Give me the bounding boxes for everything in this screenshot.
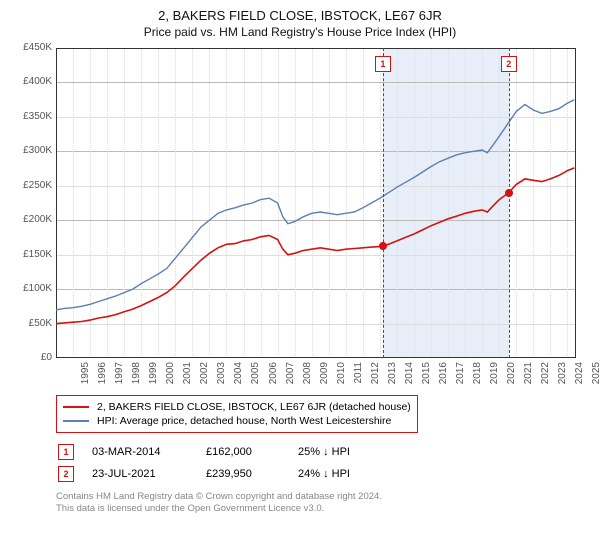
- x-axis-label: 2007: [285, 362, 296, 390]
- transaction-price: £239,950: [206, 468, 280, 480]
- legend-swatch: [63, 420, 89, 422]
- chart-svg: [56, 48, 576, 358]
- transaction-row: 2 23-JUL-2021 £239,950 24% ↓ HPI: [56, 463, 586, 485]
- sale-marker-box: 1: [375, 56, 391, 72]
- x-axis-label: 2009: [319, 362, 330, 390]
- x-axis-label: 1998: [131, 362, 142, 390]
- legend-label: HPI: Average price, detached house, Nort…: [97, 415, 391, 427]
- x-axis-label: 2023: [557, 362, 568, 390]
- x-axis-label: 1995: [80, 362, 91, 390]
- x-axis-label: 2008: [302, 362, 313, 390]
- x-axis-label: 2006: [268, 362, 279, 390]
- x-axis-label: 2018: [472, 362, 483, 390]
- footer-line-2: This data is licensed under the Open Gov…: [56, 503, 324, 514]
- x-axis-label: 2004: [233, 362, 244, 390]
- sale-dot: [505, 189, 513, 197]
- y-axis-label: £50K: [14, 318, 52, 329]
- transaction-diff: 24% ↓ HPI: [298, 468, 368, 480]
- chart-area: £0 £50K £100K £150K £200K £250K £300K £350K £400…: [14, 43, 586, 393]
- x-axis-label: 2010: [336, 362, 347, 390]
- legend-item: 2, BAKERS FIELD CLOSE, IBSTOCK, LE67 6JR…: [63, 400, 411, 414]
- chart-subtitle: Price paid vs. HM Land Registry's House …: [14, 25, 586, 39]
- hpi-line: [56, 100, 574, 310]
- y-axis-label: £450K: [14, 42, 52, 53]
- x-axis-label: 2016: [438, 362, 449, 390]
- y-axis-label: £350K: [14, 111, 52, 122]
- x-axis-label: 2021: [523, 362, 534, 390]
- legend-label: 2, BAKERS FIELD CLOSE, IBSTOCK, LE67 6JR…: [97, 401, 411, 413]
- x-axis-label: 1999: [148, 362, 159, 390]
- x-axis-label: 2011: [353, 362, 364, 390]
- footer-attribution: Contains HM Land Registry data © Crown c…: [56, 491, 586, 515]
- x-axis-label: 2002: [199, 362, 210, 390]
- legend-item: HPI: Average price, detached house, Nort…: [63, 414, 411, 428]
- transaction-marker-icon: 2: [58, 466, 74, 482]
- transaction-price: £162,000: [206, 446, 280, 458]
- legend-swatch: [63, 406, 89, 408]
- x-axis-label: 2022: [540, 362, 551, 390]
- y-axis-label: £0: [14, 352, 52, 363]
- x-axis-label: 2020: [506, 362, 517, 390]
- y-axis-label: £200K: [14, 214, 52, 225]
- transaction-table: 1 03-MAR-2014 £162,000 25% ↓ HPI 2 23-JUL-202…: [56, 441, 586, 485]
- legend-box: 2, BAKERS FIELD CLOSE, IBSTOCK, LE67 6JR…: [56, 395, 418, 433]
- transaction-diff: 25% ↓ HPI: [298, 446, 368, 458]
- x-axis-label: 2001: [182, 362, 193, 390]
- sale-marker-line: [383, 48, 384, 358]
- plot-region: £0£50K£100K£150K£200K£250K£300K£350K£400…: [56, 48, 576, 358]
- x-axis-label: 2014: [404, 362, 415, 390]
- x-axis-label: 2019: [489, 362, 500, 390]
- x-axis-label: 2025: [591, 362, 600, 390]
- x-axis-label: 2015: [421, 362, 432, 390]
- x-axis-label: 2000: [165, 362, 176, 390]
- property-line: [56, 168, 574, 324]
- y-axis-label: £150K: [14, 249, 52, 260]
- transaction-date: 03-MAR-2014: [92, 446, 188, 458]
- y-axis-label: £400K: [14, 76, 52, 87]
- transaction-row: 1 03-MAR-2014 £162,000 25% ↓ HPI: [56, 441, 586, 463]
- y-axis-label: £250K: [14, 180, 52, 191]
- x-axis-label: 1996: [97, 362, 108, 390]
- sale-marker-line: [509, 48, 510, 358]
- sale-dot: [379, 242, 387, 250]
- y-axis-label: £300K: [14, 145, 52, 156]
- x-axis-label: 2017: [455, 362, 466, 390]
- x-axis-label: 2012: [370, 362, 381, 390]
- chart-title: 2, BAKERS FIELD CLOSE, IBSTOCK, LE67 6JR: [14, 8, 586, 23]
- x-axis-label: 1997: [114, 362, 125, 390]
- footer-line-1: Contains HM Land Registry data © Crown c…: [56, 491, 382, 502]
- sale-marker-box: 2: [501, 56, 517, 72]
- x-axis-label: 2024: [574, 362, 585, 390]
- x-axis-label: 2013: [387, 362, 398, 390]
- transaction-date: 23-JUL-2021: [92, 468, 188, 480]
- transaction-marker-icon: 1: [58, 444, 74, 460]
- x-axis-label: 2003: [216, 362, 227, 390]
- y-axis-label: £100K: [14, 283, 52, 294]
- x-axis-label: 2005: [250, 362, 261, 390]
